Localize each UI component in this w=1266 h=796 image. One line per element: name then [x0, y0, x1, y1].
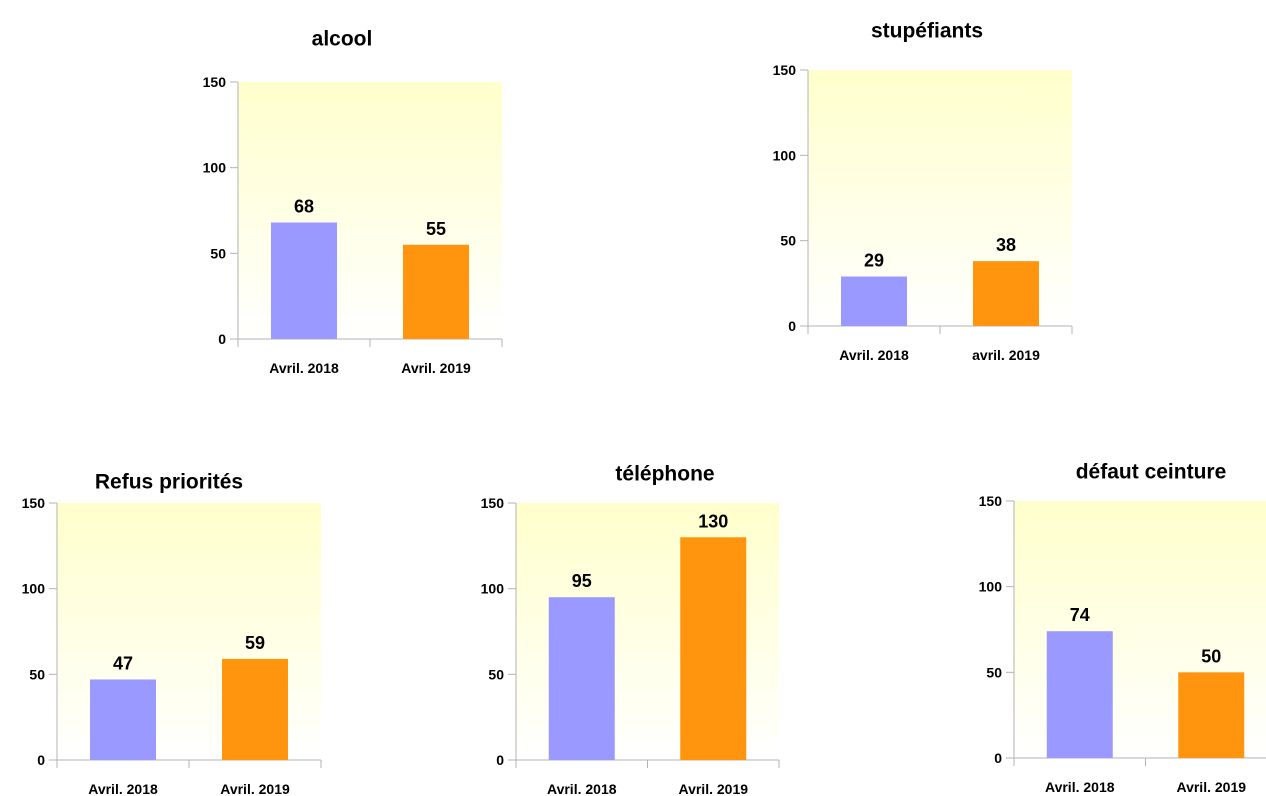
data-label: 47: [113, 653, 133, 673]
chart-2: stupéfiants 0 50 100 150 29 Avril. 2018 38 avril…: [773, 20, 1073, 363]
data-label: 55: [426, 219, 446, 239]
y-tick-label: 0: [37, 752, 45, 768]
y-tick-label: 0: [496, 752, 504, 768]
bar: [271, 222, 337, 339]
bar: [1046, 631, 1113, 758]
data-label: 68: [294, 196, 314, 216]
data-label: 59: [245, 633, 265, 653]
y-tick-label: 150: [203, 74, 227, 90]
x-tick-label: Avril. 2019: [401, 360, 471, 376]
y-tick-label: 150: [979, 493, 1003, 509]
y-tick-label: 0: [218, 331, 226, 347]
x-tick-label: Avril. 2018: [547, 781, 617, 796]
chart-title: défaut ceinture: [1076, 461, 1227, 484]
y-tick-label: 150: [22, 495, 46, 511]
y-tick-label: 100: [773, 147, 797, 163]
x-tick-label: Avril. 2018: [839, 347, 909, 363]
bar: [222, 658, 288, 760]
chart-title: stupéfiants: [871, 20, 983, 43]
bar: [841, 276, 907, 326]
bar: [90, 679, 156, 760]
y-tick-label: 0: [994, 750, 1002, 766]
bar: [973, 261, 1039, 326]
y-tick-label: 100: [22, 581, 46, 597]
chart-5: défaut ceinture 0 50 100 150 74 Avril. 2018 50 A…: [979, 461, 1266, 795]
x-tick-label: Avril. 2019: [1176, 779, 1246, 795]
data-label: 50: [1201, 646, 1221, 666]
chart-title: téléphone: [615, 463, 714, 486]
chart-title: Refus priorités: [95, 471, 243, 494]
x-tick-label: Avril. 2018: [88, 781, 158, 796]
data-label: 29: [864, 251, 884, 271]
bar: [1178, 672, 1245, 758]
chart-title: alcool: [312, 28, 373, 51]
y-tick-label: 50: [780, 233, 796, 249]
x-tick-label: Avril. 2019: [678, 781, 748, 796]
chart-3: Refus priorités 0 50 100 150 47 Avril. 2018 59 A…: [22, 471, 322, 796]
y-tick-label: 50: [210, 245, 226, 261]
data-label: 95: [572, 571, 592, 591]
y-tick-label: 0: [788, 318, 796, 334]
y-tick-label: 100: [203, 160, 227, 176]
chart-4: téléphone 0 50 100 150 95 Avril. 2018 130 Avril.…: [481, 463, 780, 796]
data-label: 130: [698, 511, 728, 531]
y-tick-label: 100: [979, 579, 1003, 595]
x-tick-label: Avril. 2018: [269, 360, 339, 376]
x-tick-label: Avril. 2018: [1045, 779, 1115, 795]
bar: [680, 537, 747, 760]
y-tick-label: 50: [29, 666, 45, 682]
data-label: 38: [996, 235, 1016, 255]
y-tick-label: 100: [481, 581, 505, 597]
y-tick-label: 50: [986, 664, 1002, 680]
bar: [548, 597, 615, 760]
y-tick-label: 150: [773, 62, 797, 78]
data-label: 74: [1070, 605, 1090, 625]
y-tick-label: 150: [481, 495, 505, 511]
chart-1: alcool 0 50 100 150 68 Avril. 2018 55 Avril. 201…: [203, 28, 503, 376]
x-tick-label: Avril. 2019: [220, 781, 290, 796]
bar: [403, 244, 469, 339]
y-tick-label: 50: [488, 666, 504, 682]
x-tick-label: avril. 2019: [972, 347, 1040, 363]
